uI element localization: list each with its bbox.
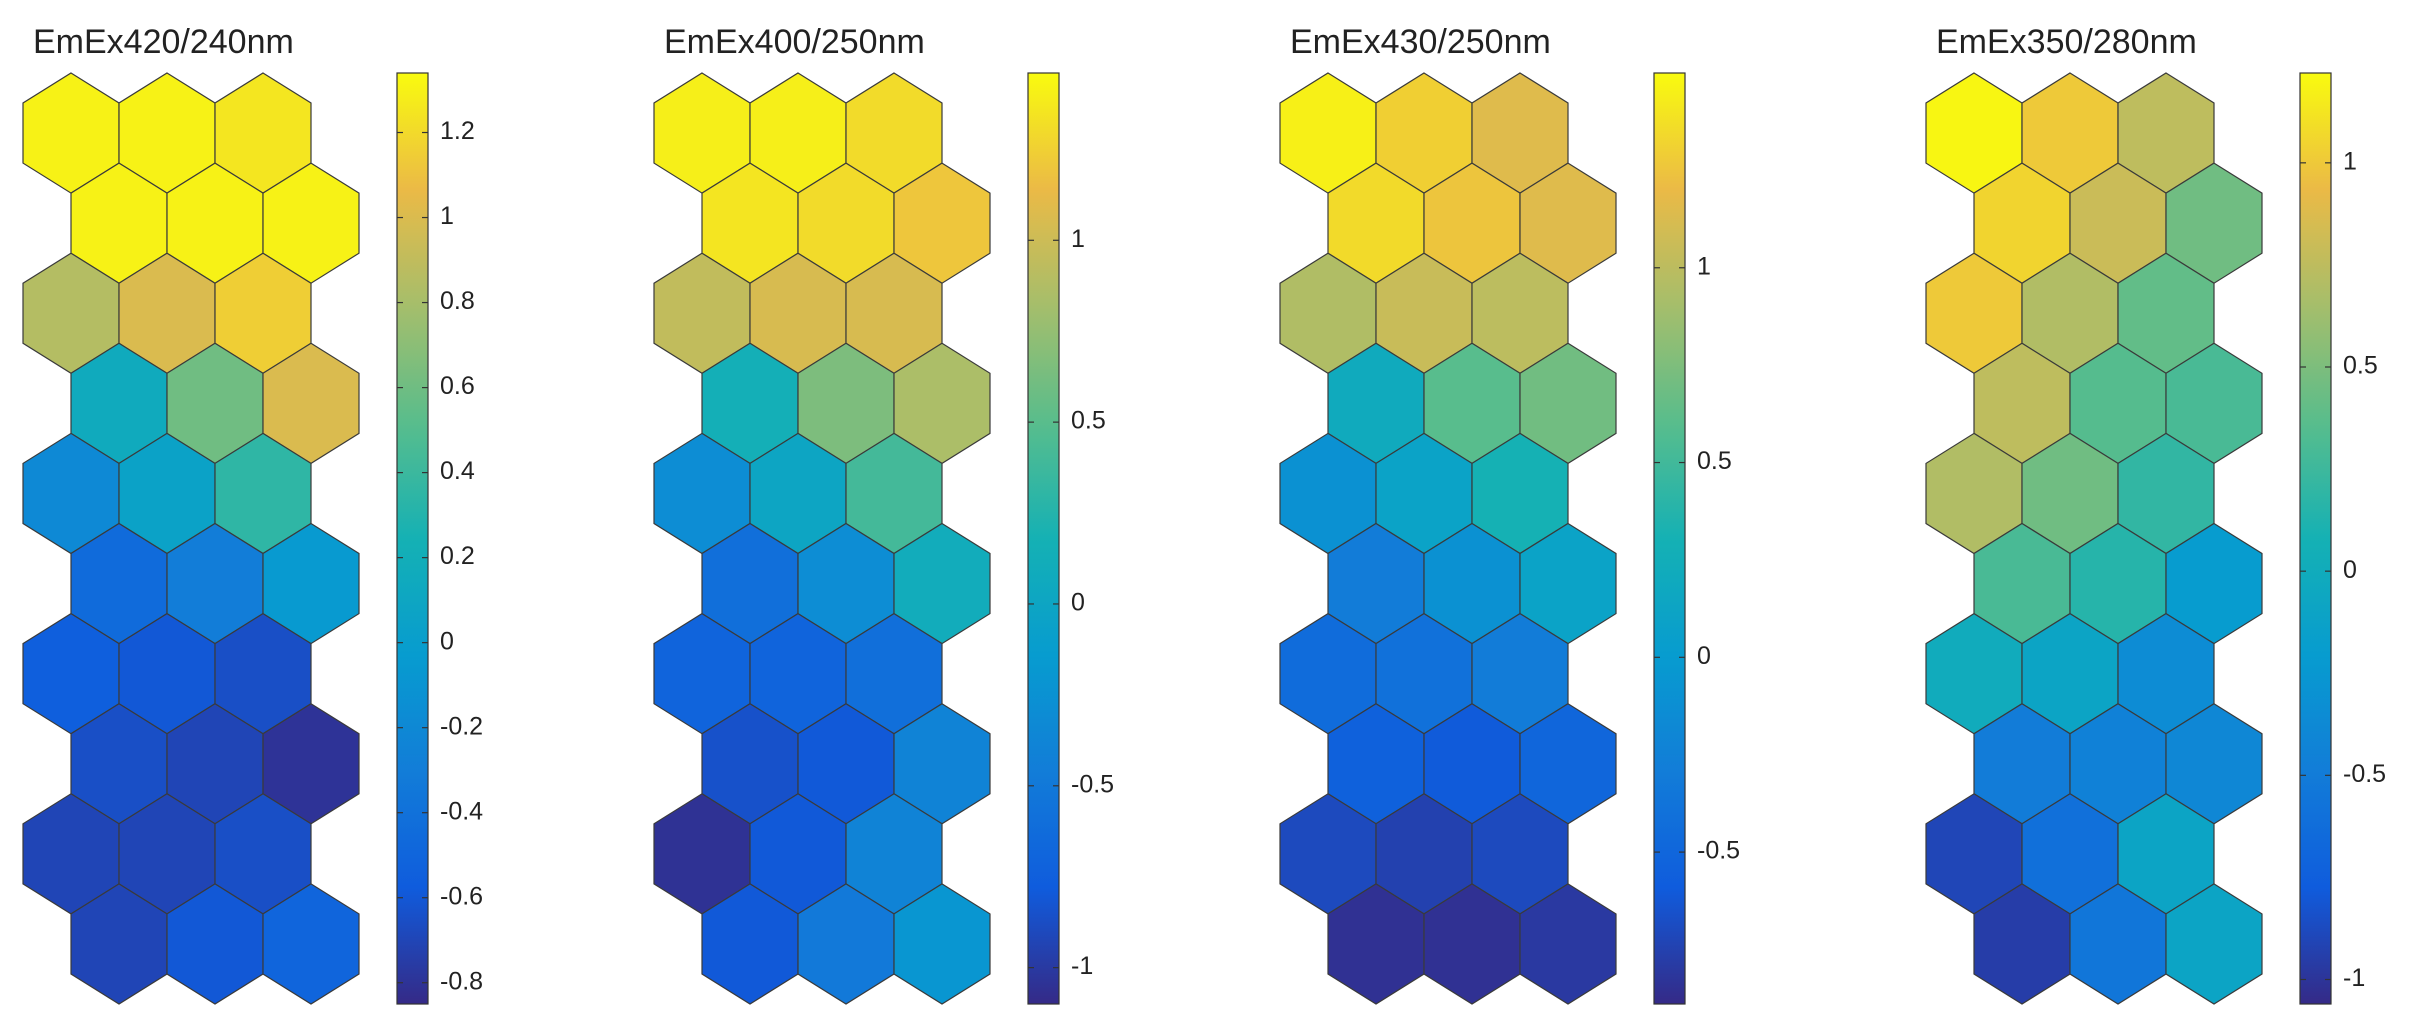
colorbar-tick-label: -1 xyxy=(1071,952,1093,980)
colorbar xyxy=(396,72,429,1005)
hex-cell xyxy=(893,883,991,1005)
colorbar-tick-label: 0.5 xyxy=(2343,352,2378,380)
colorbar xyxy=(1027,72,1060,1005)
colorbar-tick-label: 1 xyxy=(2343,147,2357,175)
hex-cell xyxy=(1519,883,1617,1005)
colorbar-tick-label: -0.5 xyxy=(1071,770,1114,798)
colorbar-tick-label: 0 xyxy=(1697,642,1711,670)
colorbar-tick-label: 0.2 xyxy=(440,542,475,570)
colorbar-tick-label: 1 xyxy=(440,202,454,230)
colorbar-tick-label: 1 xyxy=(1071,225,1085,253)
hex-cell xyxy=(262,883,360,1005)
chart-title: EmEx430/250nm xyxy=(1290,23,1551,61)
chart-title: EmEx400/250nm xyxy=(664,23,925,61)
chart-title: EmEx350/280nm xyxy=(1936,23,2197,61)
colorbar-tick-label: -0.5 xyxy=(1697,837,1740,865)
colorbar-tick-label: 0.6 xyxy=(440,372,475,400)
colorbar-tick-label: -0.8 xyxy=(440,967,483,995)
colorbar-tick-label: 0.4 xyxy=(440,457,475,485)
colorbar-tick-label: -1 xyxy=(2343,964,2365,992)
chart-title: EmEx420/240nm xyxy=(33,23,294,61)
colorbar xyxy=(2299,72,2332,1005)
colorbar-tick-label: 1.2 xyxy=(440,117,475,145)
colorbar-tick-label: 0.5 xyxy=(1697,447,1732,475)
hex-cell xyxy=(2165,883,2263,1005)
colorbar-tick-label: 0 xyxy=(440,627,454,655)
colorbar-tick-label: -0.6 xyxy=(440,882,483,910)
colorbar-tick-label: 0 xyxy=(1071,589,1085,617)
colorbar-tick-label: 0.5 xyxy=(1071,407,1106,435)
colorbar-tick-label: 0.8 xyxy=(440,287,475,315)
colorbar-tick-label: -0.2 xyxy=(440,712,483,740)
colorbar-tick-label: 1 xyxy=(1697,252,1711,280)
colorbar-tick-label: -0.4 xyxy=(440,797,483,825)
colorbar-tick-label: -0.5 xyxy=(2343,760,2386,788)
colorbar-tick-label: 0 xyxy=(2343,556,2357,584)
colorbar xyxy=(1653,72,1686,1005)
